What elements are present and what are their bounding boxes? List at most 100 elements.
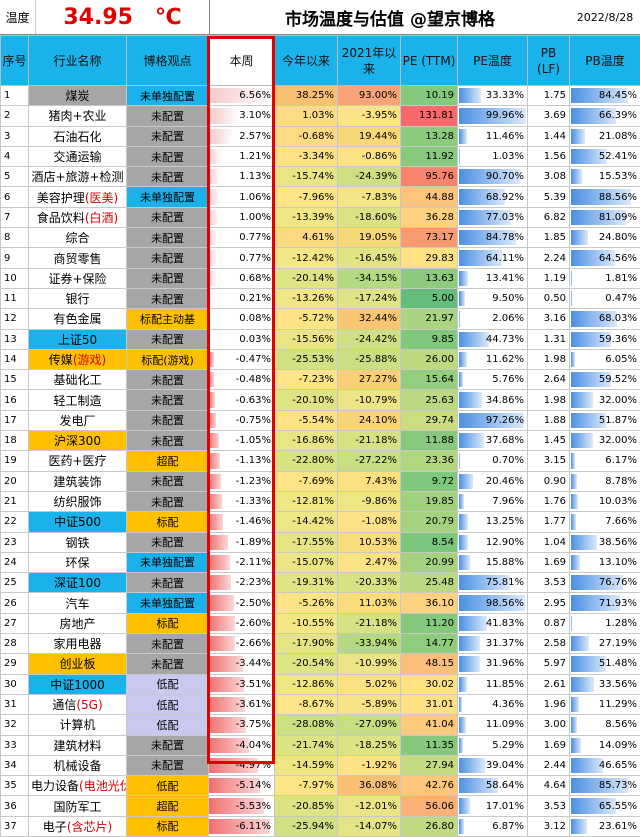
cell-industry-name[interactable]: 证券+保险: [29, 268, 127, 288]
cell-industry-name[interactable]: 家用电器: [29, 634, 127, 654]
col-header-since2021[interactable]: 2021年以来: [338, 36, 401, 86]
cell-industry-name[interactable]: 国防军工: [29, 796, 127, 816]
cell-industry-name[interactable]: 机械设备: [29, 755, 127, 775]
cell-since2021: 93.00%: [338, 86, 401, 106]
cell-view: 未单独配置: [127, 86, 209, 106]
cell-industry-name[interactable]: 猪肉+农业: [29, 106, 127, 126]
cell-industry-name[interactable]: 中证500: [29, 512, 127, 532]
industry-name-text: 上证50: [58, 333, 97, 347]
col-header-pe[interactable]: PE (TTM): [401, 36, 458, 86]
cell-industry-name[interactable]: 上证50: [29, 329, 127, 349]
cell-industry-name[interactable]: 汽车: [29, 593, 127, 613]
cell-industry-name[interactable]: 煤炭: [29, 86, 127, 106]
col-header-industry[interactable]: 行业名称: [29, 36, 127, 86]
cell-industry-name[interactable]: 钢铁: [29, 532, 127, 552]
cell-pb: 1.77: [528, 512, 570, 532]
cell-industry-name[interactable]: 食品饮料(白酒): [29, 207, 127, 227]
col-header-week[interactable]: 本周: [209, 36, 275, 86]
industry-name-note: (电池光伏): [79, 779, 126, 793]
cell-industry-name[interactable]: 医药+医疗: [29, 451, 127, 471]
cell-seq: 18: [1, 431, 29, 451]
cell-industry-name[interactable]: 创业板: [29, 654, 127, 674]
cell-industry-name[interactable]: 交通运输: [29, 146, 127, 166]
cell-industry-name[interactable]: 建筑材料: [29, 735, 127, 755]
cell-industry-name[interactable]: 石油石化: [29, 126, 127, 146]
pb-temp-value: 65.55%: [570, 801, 640, 812]
cell-industry-name[interactable]: 发电厂: [29, 410, 127, 430]
cell-industry-name[interactable]: 通信(5G): [29, 694, 127, 714]
cell-industry-name[interactable]: 银行: [29, 288, 127, 308]
cell-industry-name[interactable]: 计算机: [29, 715, 127, 735]
cell-industry-name[interactable]: 纺织服饰: [29, 491, 127, 511]
cell-pb: 1.04: [528, 532, 570, 552]
cell-pb-temp: 11.29%: [570, 694, 640, 714]
cell-industry-name[interactable]: 美容护理(医美): [29, 187, 127, 207]
cell-industry-name[interactable]: 传媒(游戏): [29, 349, 127, 369]
cell-industry-name[interactable]: 商贸零售: [29, 248, 127, 268]
cell-industry-name[interactable]: 中证1000: [29, 674, 127, 694]
week-change-value: 2.57%: [209, 131, 274, 142]
cell-industry-name[interactable]: 基础化工: [29, 370, 127, 390]
cell-industry-name[interactable]: 建筑装饰: [29, 471, 127, 491]
cell-industry-name[interactable]: 轻工制造: [29, 390, 127, 410]
cell-pe-temp: 44.73%: [458, 329, 528, 349]
cell-industry-name[interactable]: 有色金属: [29, 309, 127, 329]
cell-industry-name[interactable]: 酒店+旅游+检测: [29, 167, 127, 187]
col-header-seq[interactable]: 序号: [1, 36, 29, 86]
cell-pe: 31.01: [401, 694, 458, 714]
cell-pe: 29.83: [401, 248, 458, 268]
pe-temp-value: 34.86%: [458, 395, 527, 406]
table-row[interactable]: 35电力设备(电池光伏)低配-5.14%-7.97%36.08%42.7658.…: [1, 776, 640, 796]
cell-industry-name[interactable]: 房地产: [29, 613, 127, 633]
cell-industry-name[interactable]: 电力设备(电池光伏): [29, 776, 127, 796]
cell-industry-name[interactable]: 环保: [29, 552, 127, 572]
cell-industry-name[interactable]: 沪深300: [29, 431, 127, 451]
cell-industry-name[interactable]: 综合: [29, 228, 127, 248]
cell-industry-name[interactable]: 深证100: [29, 573, 127, 593]
col-header-pe-temp[interactable]: PE温度: [458, 36, 528, 86]
col-header-view[interactable]: 博格观点: [127, 36, 209, 86]
col-header-pb-temp[interactable]: PB温度: [570, 36, 640, 86]
col-header-pb[interactable]: PB (LF): [528, 36, 570, 86]
cell-view: 未配置: [127, 654, 209, 674]
cell-industry-name[interactable]: 电子(含芯片): [29, 816, 127, 836]
col-header-ytd[interactable]: 今年以来: [275, 36, 338, 86]
cell-pb-temp: 59.36%: [570, 329, 640, 349]
